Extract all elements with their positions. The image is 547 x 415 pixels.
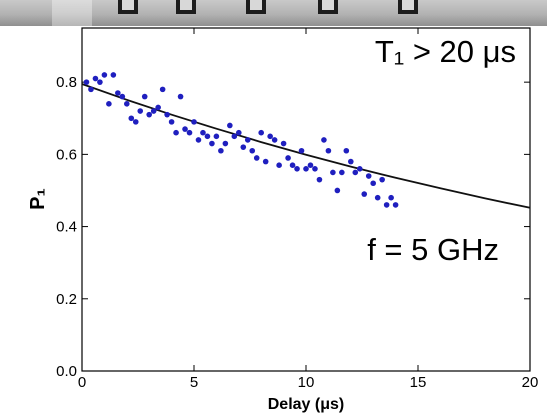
data-point	[307, 162, 314, 168]
data-point	[106, 101, 112, 107]
data-point	[204, 133, 211, 140]
contact-pad	[176, 0, 196, 14]
data-point	[146, 111, 152, 118]
data-point	[330, 169, 336, 176]
data-point	[141, 93, 148, 100]
data-point	[155, 104, 161, 111]
y-tick-label: 0.4	[56, 219, 77, 236]
data-point	[365, 173, 372, 179]
data-point	[137, 108, 144, 114]
fit-curve-group	[81, 83, 531, 209]
data-point	[262, 158, 269, 165]
data-point	[132, 119, 139, 125]
data-point	[294, 166, 300, 172]
data-point	[383, 202, 390, 208]
data-point	[115, 90, 121, 96]
data-point	[173, 129, 179, 136]
y-tick-label: 0.2	[56, 291, 77, 308]
data-point	[236, 129, 242, 136]
data-point	[124, 101, 130, 107]
data-point	[312, 166, 318, 172]
data-point	[128, 115, 135, 122]
x-tick-label: 0	[78, 374, 86, 391]
contact-pad	[246, 0, 266, 14]
data-point	[276, 162, 282, 168]
data-point	[182, 126, 188, 132]
data-point	[177, 93, 184, 100]
data-point	[110, 72, 117, 78]
y-tick-label: 0.8	[56, 74, 77, 91]
data-point	[303, 166, 309, 172]
data-point	[258, 129, 265, 136]
data-point	[101, 72, 108, 78]
data-point	[88, 86, 94, 93]
data-point	[334, 187, 341, 194]
data-point	[361, 191, 368, 197]
contact-pad	[118, 0, 138, 14]
t1-annotation: T₁ > 20 μs	[375, 34, 516, 69]
data-point	[164, 111, 170, 118]
data-point	[168, 119, 175, 125]
fit-curve	[81, 83, 531, 209]
data-point	[352, 169, 359, 176]
data-point	[343, 147, 350, 154]
data-point	[392, 202, 399, 208]
data-point	[289, 162, 296, 168]
plot-frame	[81, 27, 531, 372]
data-point	[97, 79, 103, 85]
x-tick-label: 20	[522, 374, 539, 391]
data-point	[200, 129, 206, 136]
photo-glare	[52, 0, 92, 26]
data-point	[92, 75, 99, 82]
data-point	[316, 176, 323, 183]
frequency-annotation: f = 5 GHz	[367, 232, 499, 267]
data-point	[339, 169, 345, 176]
data-point	[191, 119, 197, 125]
data-point	[388, 194, 394, 201]
data-point	[159, 86, 166, 93]
contact-pad	[398, 0, 418, 14]
y-axis-label: P₁	[27, 188, 49, 210]
data-point	[325, 147, 332, 154]
photo-strip	[0, 0, 547, 26]
data-point	[321, 137, 327, 143]
data-point	[374, 194, 381, 201]
x-axis-ticks: 0 5 10 15 20	[78, 28, 539, 391]
data-point	[209, 140, 215, 147]
y-tick-label: 0.6	[56, 146, 77, 163]
data-point	[379, 176, 385, 183]
x-axis-label: Delay (μs)	[268, 396, 344, 413]
data-point	[83, 79, 90, 85]
data-point	[240, 144, 247, 150]
data-point	[150, 108, 157, 114]
x-tick-label: 15	[410, 374, 427, 391]
data-point	[249, 147, 256, 154]
data-point	[285, 155, 291, 161]
data-point	[195, 137, 202, 143]
data-point	[280, 140, 287, 147]
x-tick-label: 10	[298, 374, 315, 391]
data-point	[213, 133, 220, 140]
data-point	[253, 155, 260, 161]
data-point	[222, 140, 229, 147]
data-point	[218, 147, 224, 154]
data-point	[186, 129, 193, 136]
data-point	[298, 147, 305, 154]
data-point	[119, 93, 126, 100]
data-point	[271, 137, 278, 143]
data-points	[83, 72, 399, 208]
y-tick-label: 0.0	[56, 363, 77, 380]
data-point	[348, 158, 354, 165]
data-point	[267, 133, 273, 140]
data-point	[370, 180, 377, 187]
data-point	[227, 122, 233, 129]
data-point	[231, 133, 238, 140]
contact-pad	[318, 0, 338, 14]
y-axis-ticks: 0.0 0.2 0.4 0.6 0.8	[56, 74, 530, 380]
data-point	[244, 137, 251, 143]
x-tick-label: 5	[190, 374, 198, 391]
data-point	[356, 166, 363, 172]
